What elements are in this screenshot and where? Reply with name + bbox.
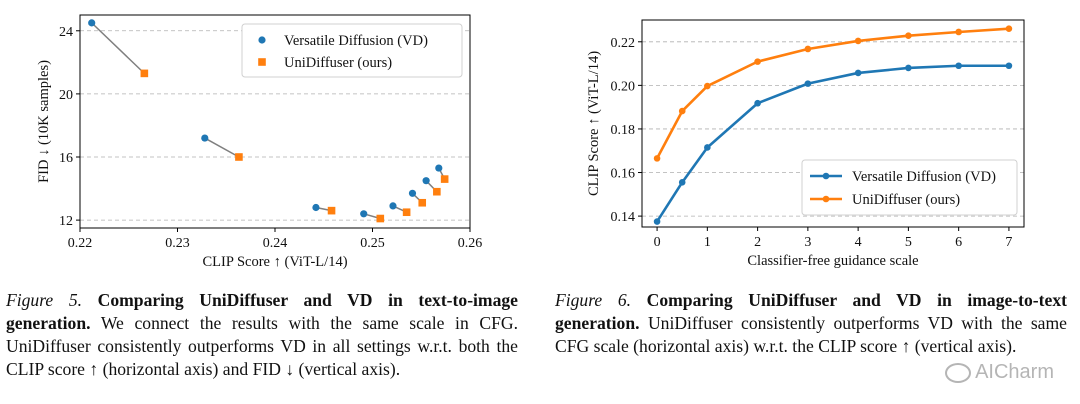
fig6-legend-vd-marker bbox=[822, 172, 830, 180]
figure-6-caption: Figure 6. Comparing UniDiffuser and VD i… bbox=[555, 289, 1067, 358]
fig6-vd-point bbox=[804, 80, 812, 87]
fig5-vd-point bbox=[201, 134, 209, 142]
fig6-vd-point bbox=[905, 64, 912, 72]
fig5-x-tick-label: 0.25 bbox=[360, 236, 385, 251]
fig6-x-tick-label: 2 bbox=[754, 235, 761, 250]
fig6-vd-point bbox=[678, 179, 686, 186]
figure-5-body: We connect the results with the same sca… bbox=[6, 313, 518, 379]
fig6-unidiffuser-point bbox=[653, 155, 661, 162]
fig5-legend-unidiffuser-label: UniDiffuser (ours) bbox=[284, 55, 392, 71]
figure-6-label: Figure 6. bbox=[555, 290, 632, 310]
figure-5-label: Figure 5. bbox=[6, 290, 83, 310]
fig6-y-tick-label: 0.18 bbox=[611, 123, 636, 138]
fig6-y-tick-label: 0.16 bbox=[611, 167, 636, 182]
fig6-vd-point bbox=[653, 218, 661, 225]
figure-5-caption: Figure 5. Comparing UniDiffuser and VD i… bbox=[6, 289, 518, 381]
fig6-y-tick-label: 0.22 bbox=[611, 36, 636, 51]
fig6-legend-vd-label: Versatile Diffusion (VD) bbox=[852, 169, 996, 185]
fig6-unidiffuser-point bbox=[754, 58, 761, 65]
fig5-y-tick-label: 16 bbox=[59, 151, 73, 166]
fig5-legend-unidiffuser-marker bbox=[258, 58, 266, 66]
fig6-y-axis-label: CLIP Score ↑ (ViT-L/14) bbox=[586, 51, 602, 196]
watermark: AICharm bbox=[945, 361, 1054, 384]
fig5-unidiffuser-point bbox=[140, 69, 149, 78]
fig5-vd-point bbox=[312, 203, 320, 212]
fig6-unidiffuser-point bbox=[704, 82, 711, 90]
fig5-y-tick-label: 12 bbox=[59, 214, 73, 229]
figure-5-title: Comparing UniDiffuser and VD in text-to-… bbox=[6, 290, 518, 333]
fig6-y-tick-label: 0.20 bbox=[611, 79, 636, 94]
wechat-icon bbox=[945, 362, 972, 383]
fig5-unidiffuser-point bbox=[433, 187, 441, 196]
fig5-x-axis-label: CLIP Score ↑ (ViT-L/14) bbox=[202, 254, 347, 270]
fig6-unidiffuser-point bbox=[804, 45, 812, 53]
fig5-vd-point bbox=[408, 189, 417, 197]
fig6-x-axis-label: Classifier-free guidance scale bbox=[747, 253, 918, 269]
fig5-x-tick-label: 0.23 bbox=[165, 236, 190, 251]
fig6-legend: Versatile Diffusion (VD) UniDiffuser (our… bbox=[801, 159, 1018, 216]
fig6-vd-point bbox=[1005, 62, 1013, 70]
fig6-vd-point bbox=[704, 144, 711, 151]
fig6-unidiffuser-point bbox=[678, 107, 686, 115]
fig5-x-tick-label: 0.26 bbox=[458, 236, 483, 251]
fig5-unidiffuser-point bbox=[440, 175, 449, 183]
fig5-y-tick-label: 24 bbox=[59, 25, 73, 40]
fig5-y-tick-label: 20 bbox=[59, 88, 73, 103]
fig6-unidiffuser-point bbox=[905, 32, 912, 39]
fig6-unidiffuser-line bbox=[655, 27, 1010, 159]
fig6-vd-point bbox=[854, 69, 862, 77]
fig5-unidiffuser-point bbox=[418, 198, 427, 207]
fig6-unidiffuser-point bbox=[854, 37, 862, 45]
fig6-legend-box bbox=[801, 159, 1018, 216]
fig6-vd-point bbox=[754, 99, 761, 107]
fig6-y-tick-label: 0.14 bbox=[611, 210, 636, 225]
fig5-unidiffuser-point bbox=[402, 208, 411, 217]
fig6-vd-point bbox=[955, 62, 962, 70]
fig5-pair-connector bbox=[91, 22, 145, 74]
fig6-unidiffuser-point bbox=[1005, 25, 1013, 33]
fig5-vd-point bbox=[389, 202, 397, 210]
fig5-pair-connector bbox=[204, 137, 240, 158]
watermark-text: AICharm bbox=[975, 361, 1054, 383]
figure-6-body: UniDiffuser consistently outperforms VD … bbox=[555, 313, 1067, 356]
fig5-legend-vd-marker bbox=[258, 36, 266, 44]
fig6-x-tick-label: 3 bbox=[804, 235, 811, 250]
fig6-x-tick-label: 4 bbox=[855, 235, 862, 250]
fig5-y-axis-label: FID ↓ (10K samples) bbox=[36, 60, 52, 183]
fig5-unidiffuser-point bbox=[235, 153, 243, 161]
fig6-legend-unidiffuser-label: UniDiffuser (ours) bbox=[852, 192, 960, 208]
fig5-unidiffuser-point bbox=[376, 214, 385, 223]
fig5-vd-point bbox=[88, 19, 96, 27]
figure-6-line-chart: 0.14 0.16 0.18 0.20 0.22 0 1 2 3 4 5 6 7 Classifier-f… bbox=[586, 19, 1025, 269]
fig5-vd-point bbox=[360, 210, 368, 218]
fig5-legend: Versatile Diffusion (VD) UniDiffuser (our… bbox=[241, 23, 463, 78]
fig5-legend-vd-label: Versatile Diffusion (VD) bbox=[284, 33, 428, 49]
fig6-x-tick-label: 1 bbox=[704, 235, 711, 250]
fig6-x-tick-label: 0 bbox=[654, 235, 661, 250]
fig6-x-tick-label: 5 bbox=[905, 235, 912, 250]
fig6-plot-frame bbox=[641, 19, 1025, 228]
fig5-x-tick-label: 0.22 bbox=[68, 236, 93, 251]
fig5-x-tick-label: 0.24 bbox=[263, 236, 288, 251]
fig6-x-tick-label: 7 bbox=[1005, 235, 1012, 250]
figure-6-title: Comparing UniDiffuser and VD in image-to… bbox=[555, 290, 1067, 333]
fig5-unidiffuser-point bbox=[327, 206, 336, 215]
fig5-vd-point bbox=[435, 164, 443, 172]
fig6-unidiffuser-point bbox=[955, 28, 962, 36]
figure-5-scatter-chart: 12 16 20 24 0.22 0.23 0.24 0.25 0.26 CLIP Score ↑… bbox=[36, 14, 483, 270]
fig6-x-tick-label: 6 bbox=[955, 235, 962, 250]
fig5-legend-box bbox=[241, 23, 463, 78]
fig5-vd-point bbox=[422, 177, 430, 185]
fig6-legend-unidiffuser-marker bbox=[822, 195, 830, 203]
